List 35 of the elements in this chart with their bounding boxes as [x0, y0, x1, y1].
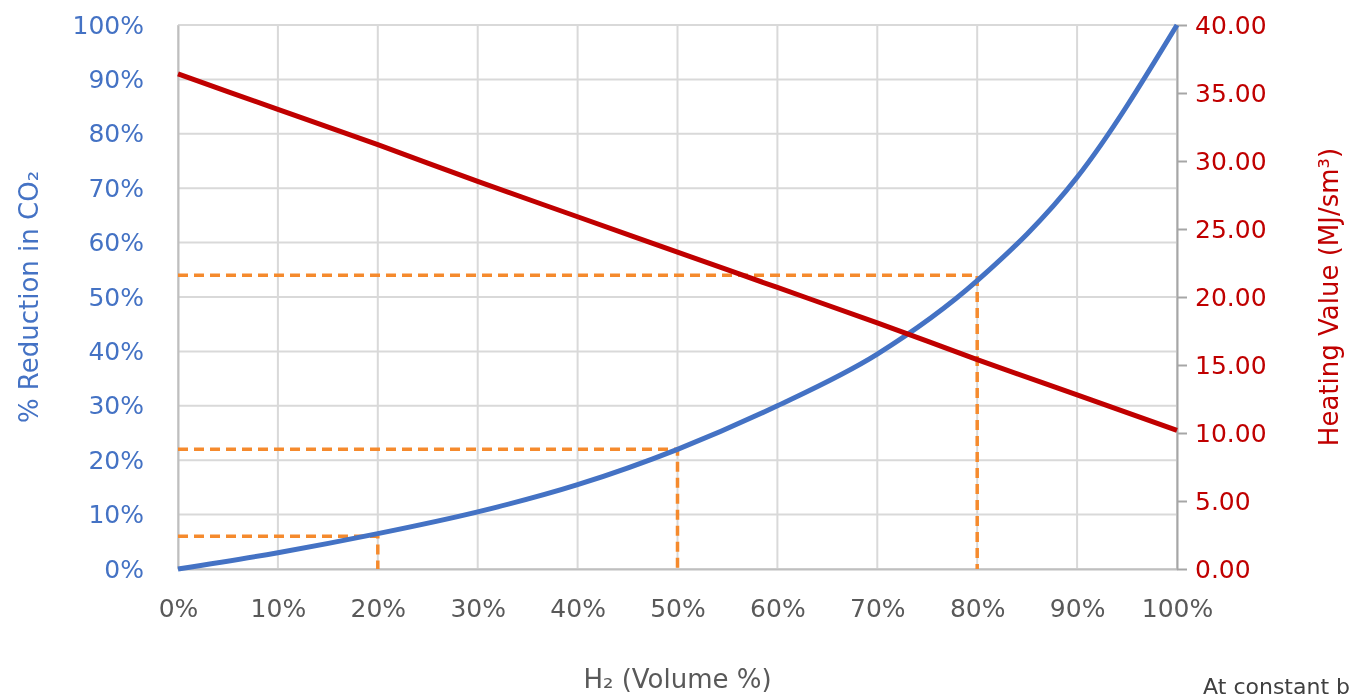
y-tick-label: 70% [88, 173, 144, 203]
x-tick-label: 50% [650, 593, 706, 623]
x-tick-label: 40% [550, 593, 606, 623]
y2-tick-label: 40.00 [1195, 10, 1267, 40]
y-tick-label: 10% [88, 500, 144, 530]
y2-tick-label: 0.00 [1195, 554, 1251, 584]
text: At constant b [1203, 674, 1350, 698]
y-axis-title: % Reduction in CO₂ [14, 170, 44, 424]
y2-tick-label: 10.00 [1195, 418, 1267, 448]
y-tick-label: 90% [88, 64, 144, 94]
x-axis-title: H₂ (Volume %) [583, 664, 772, 694]
y2-tick-label: 25.00 [1195, 214, 1267, 244]
y-tick-label: 100% [72, 10, 144, 40]
x-tick-label: 30% [450, 593, 506, 623]
x-tick-label: 70% [850, 593, 906, 623]
y2-tick-label: 35.00 [1195, 78, 1267, 108]
y-tick-label: 20% [88, 445, 144, 475]
y-tick-label: 0% [104, 554, 144, 584]
x-tick-label: 20% [350, 593, 407, 623]
y2-tick-label: 30.00 [1195, 146, 1267, 176]
y-tick-label: 60% [88, 228, 144, 258]
x-tick-label: 10% [250, 593, 307, 623]
y2-tick-label: 5.00 [1195, 486, 1251, 516]
x-tick-label: 0% [158, 593, 199, 623]
x-tick-label: 100% [1141, 593, 1214, 623]
y-tick-label: 80% [88, 119, 144, 149]
y-tick-label: 50% [88, 282, 144, 312]
x-tick-label: 90% [1049, 593, 1106, 623]
y2-tick-label: 20.00 [1195, 282, 1267, 312]
y-tick-label: 30% [88, 391, 144, 421]
y-tick-label: 40% [88, 336, 144, 366]
x-tick-label: 60% [750, 593, 806, 623]
y2-axis-title: Heating Value (MJ/sm³) [1314, 147, 1344, 447]
x-tick-label: 80% [949, 593, 1006, 623]
y2-tick-label: 15.00 [1195, 350, 1267, 380]
